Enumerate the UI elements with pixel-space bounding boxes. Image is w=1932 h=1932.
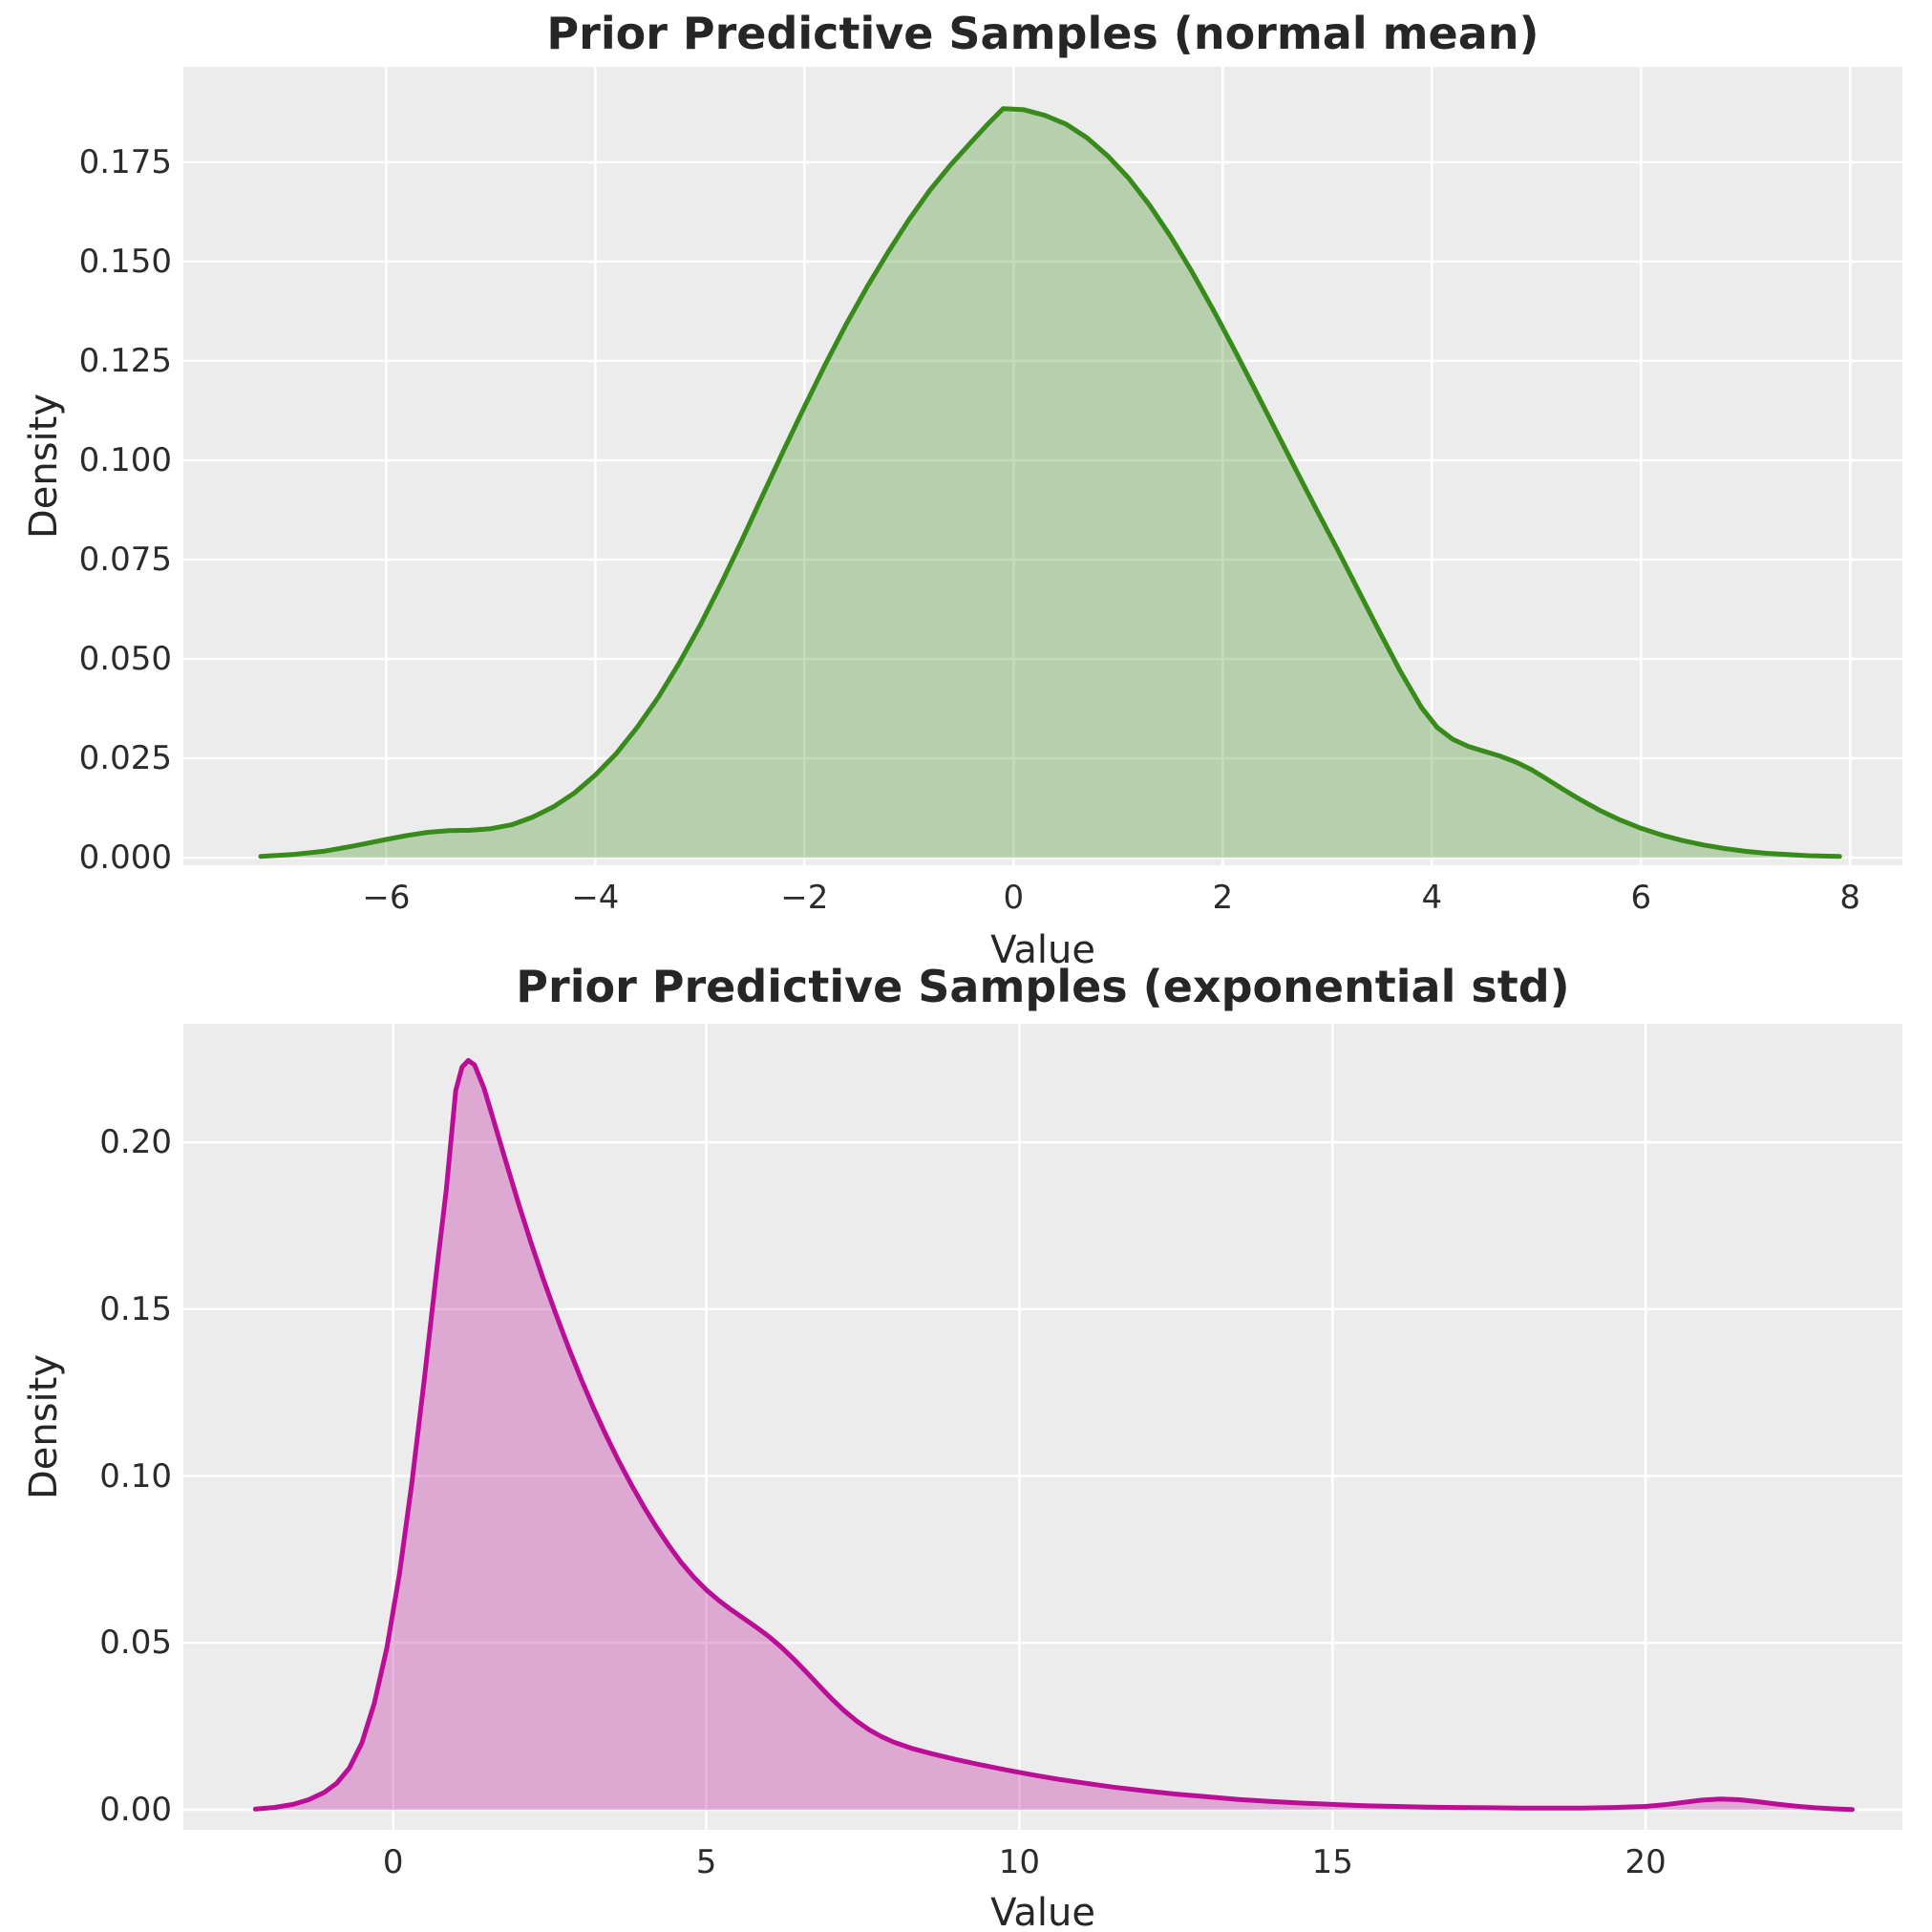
kde-curve-exponential-std xyxy=(252,1057,1855,1813)
y-tick-label: 0.175 xyxy=(78,142,172,181)
chart-title-exponential-std: Prior Predictive Samples (exponential st… xyxy=(516,961,1570,1012)
y-tick-label: 0.15 xyxy=(99,1289,172,1328)
x-tick-label: −6 xyxy=(362,879,411,917)
y-tick-label: 0.050 xyxy=(78,640,172,679)
chart-title-normal-mean: Prior Predictive Samples (normal mean) xyxy=(546,8,1539,59)
y-tick-label: 0.025 xyxy=(78,739,172,778)
y-tick-label: 0.05 xyxy=(99,1624,172,1663)
x-tick-label: 0 xyxy=(1003,879,1025,917)
y-tick-label: 0.10 xyxy=(99,1456,172,1496)
y-tick-label: 0.20 xyxy=(99,1123,172,1162)
x-tick-label: 4 xyxy=(1421,879,1443,917)
x-tick-label: 8 xyxy=(1839,879,1861,917)
x-tick-label: 15 xyxy=(1311,1843,1353,1881)
kde-plot-exponential-std xyxy=(183,1024,1902,1830)
x-tick-label: 20 xyxy=(1624,1843,1667,1881)
kde-fill-exponential-std xyxy=(255,1060,1853,1810)
plot-background xyxy=(183,67,1902,865)
x-tick-label: 6 xyxy=(1630,879,1652,917)
y-axis-label-exponential-std: Density xyxy=(22,1353,66,1500)
y-tick-label: 0.100 xyxy=(78,440,172,479)
x-tick-label: 10 xyxy=(998,1843,1041,1881)
x-tick-label: −2 xyxy=(780,879,829,917)
y-tick-label: 0.150 xyxy=(78,242,172,281)
y-tick-label: 0.00 xyxy=(99,1791,172,1830)
x-axis-label-exponential-std: Value xyxy=(990,1891,1095,1932)
x-tick-label: 0 xyxy=(382,1843,404,1881)
kde-fill-normal-mean xyxy=(261,108,1840,859)
y-tick-label: 0.000 xyxy=(78,839,172,878)
y-axis-label-normal-mean: Density xyxy=(22,393,66,540)
kde-curve-normal-mean xyxy=(258,106,1842,860)
kde-plot-normal-mean xyxy=(183,67,1902,865)
x-tick-label: 2 xyxy=(1212,879,1234,917)
y-tick-label: 0.075 xyxy=(78,540,172,579)
plot-background xyxy=(183,1024,1902,1830)
x-tick-label: 5 xyxy=(695,1843,717,1881)
x-tick-label: −4 xyxy=(571,879,620,917)
y-tick-label: 0.125 xyxy=(78,341,172,380)
x-axis-label-normal-mean: Value xyxy=(990,928,1095,972)
